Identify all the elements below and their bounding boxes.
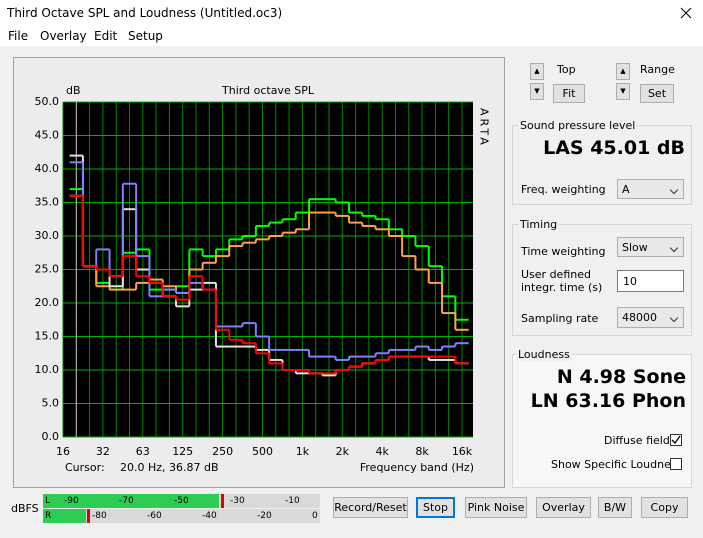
menu-item[interactable]: Setup — [128, 29, 163, 43]
spl-reading: LAS 45.01 dB — [543, 137, 685, 159]
checkbox-label: Show Specific Loudness — [551, 458, 683, 471]
stop-button[interactable]: Stop — [416, 497, 455, 518]
up-button[interactable]: ▲ — [530, 63, 544, 80]
x-axis-label: Frequency band (Hz) — [360, 461, 474, 474]
top-label: Top — [557, 63, 576, 76]
sampling-select[interactable]: 48000 — [617, 307, 684, 328]
x-tick-label: 16k — [452, 445, 473, 458]
x-tick-label: 250 — [212, 445, 233, 458]
y-tick-label: 20.0 — [35, 296, 60, 309]
chart-title: Third octave SPL — [221, 84, 315, 97]
weighting-select[interactable]: A — [617, 179, 684, 199]
meter-channel: R — [45, 511, 52, 521]
meter-scale: -20 — [257, 511, 272, 521]
meter-scale: 0 — [312, 511, 318, 521]
y-axis-label: dB — [66, 84, 81, 97]
bw-button[interactable]: B/W — [598, 497, 632, 518]
chart: Third octave SPL dB ARTA Cursor: 20.0 Hz… — [13, 57, 505, 488]
time-weighting-select[interactable]: Slow — [617, 237, 684, 257]
integr-input[interactable]: 10 — [617, 270, 684, 292]
meter-left-level — [43, 494, 219, 508]
timing-group — [512, 224, 692, 336]
group-label: Loudness — [516, 348, 572, 361]
meter-scale: -10 — [285, 496, 300, 506]
y-tick-label: 30.0 — [35, 229, 60, 242]
cursor-label: Cursor: — [65, 461, 105, 474]
y-tick-label: 0.0 — [42, 430, 60, 443]
group-label: Sound pressure level — [518, 119, 638, 132]
down-button[interactable]: ▼ — [616, 83, 630, 100]
window-title: Third Octave SPL and Loudness (Untitled.… — [7, 6, 283, 20]
meter-right — [43, 509, 320, 523]
y-tick-label: 25.0 — [35, 263, 60, 276]
record-reset-button[interactable]: Record/Reset — [333, 497, 408, 518]
diffuse-checkbox[interactable] — [670, 434, 682, 446]
checkbox-label: Diffuse field — [604, 434, 670, 447]
overlay-button[interactable]: Overlay — [536, 497, 591, 518]
x-tick-label: 500 — [252, 445, 273, 458]
x-tick-label: 2k — [336, 445, 350, 458]
loudness-n: N 4.98 Sone — [556, 366, 686, 388]
meter-scale: -80 — [92, 511, 107, 521]
specific-checkbox[interactable] — [670, 458, 682, 470]
y-tick-label: 35.0 — [35, 196, 60, 209]
menu-item[interactable]: File — [8, 29, 29, 43]
loudness-ln: LN 63.16 Phon — [530, 390, 686, 412]
y-tick-label: 15.0 — [35, 330, 60, 343]
menu-item[interactable]: Overlay — [40, 29, 87, 43]
copy-button[interactable]: Copy — [641, 497, 688, 518]
meter-unit: dBFS — [11, 502, 39, 515]
meter-scale: -50 — [174, 496, 189, 506]
up-button[interactable]: ▲ — [616, 63, 630, 80]
meter-scale: -40 — [202, 511, 217, 521]
meter-scale: -60 — [147, 511, 162, 521]
title-bar — [0, 0, 703, 26]
meter-scale: -90 — [64, 496, 79, 506]
menu-bar — [0, 26, 703, 46]
y-tick-label: 50.0 — [35, 95, 60, 108]
meter-right-peak — [87, 509, 90, 523]
set-button[interactable]: Set — [640, 84, 674, 103]
field-label: Sampling rate — [521, 312, 599, 325]
field-label: Freq. weighting — [521, 183, 606, 196]
y-tick-label: 45.0 — [35, 129, 60, 142]
group-label: Timing — [518, 218, 560, 231]
x-tick-label: 8k — [415, 445, 429, 458]
fit-button[interactable]: Fit — [553, 84, 585, 103]
x-tick-label: 32 — [96, 445, 110, 458]
y-tick-label: 40.0 — [35, 162, 60, 175]
menu-item[interactable]: Edit — [94, 29, 118, 43]
field-label: Time weighting — [521, 245, 606, 258]
meter-channel: L — [45, 496, 51, 506]
meter-left-peak — [221, 494, 224, 508]
down-button[interactable]: ▼ — [530, 83, 544, 100]
x-tick-label: 4k — [376, 445, 390, 458]
close-button[interactable] — [680, 7, 692, 19]
y-tick-label: 10.0 — [35, 363, 60, 376]
range-label: Range — [640, 63, 675, 76]
y-tick-label: 5.0 — [42, 397, 60, 410]
side-label: ARTA — [478, 108, 491, 148]
meter-scale: -30 — [230, 496, 245, 506]
loudness-group — [512, 354, 692, 488]
field-label: User defined integr. time (s) — [521, 268, 603, 294]
x-tick-label: 16 — [56, 445, 70, 458]
pink-noise-button[interactable]: Pink Noise — [465, 497, 527, 518]
meter-scale: -70 — [119, 496, 134, 506]
x-tick-label: 1k — [296, 445, 310, 458]
x-tick-label: 125 — [172, 445, 193, 458]
x-tick-label: 63 — [136, 445, 150, 458]
meter-right-level — [43, 509, 86, 523]
cursor-value: 20.0 Hz, 36.87 dB — [120, 461, 219, 474]
